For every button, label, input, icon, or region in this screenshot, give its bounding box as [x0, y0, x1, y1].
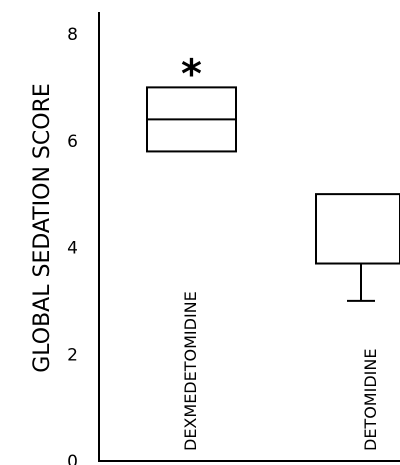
box-detomidine: DETOMIDINE [315, 193, 400, 451]
y-tick-label: 2 [67, 345, 78, 365]
y-tick-label: 8 [67, 25, 78, 45]
y-tick-labels: 0 2 4 6 8 [67, 25, 78, 465]
significance-marker: * [181, 51, 202, 97]
category-label-detomidine: DETOMIDINE [361, 349, 380, 451]
category-label-dexmedetomidine: DEXMEDETOMIDINE [181, 291, 200, 451]
y-tick-label: 4 [67, 239, 78, 259]
box-detomidine-iqr [315, 193, 400, 265]
box-dexmedetomidine: * DEXMEDETOMIDINE [146, 51, 237, 451]
y-tick-label: 0 [67, 452, 78, 465]
y-tick-label: 6 [67, 132, 78, 152]
y-axis-label: GLOBAL SEDATION SCORE [30, 83, 55, 373]
